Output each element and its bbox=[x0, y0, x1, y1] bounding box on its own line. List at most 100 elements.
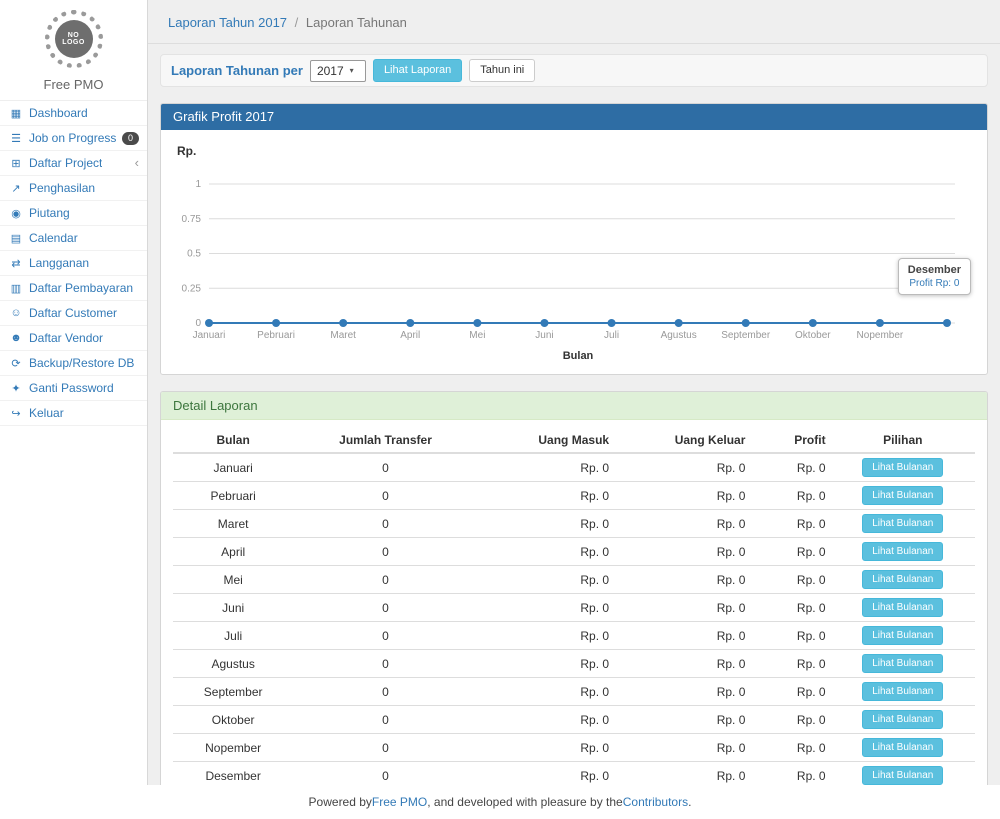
sidebar-item-daftar-vendor[interactable]: ☻Daftar Vendor bbox=[0, 326, 147, 351]
action-cell: Lihat Bulanan bbox=[831, 594, 975, 622]
column-header: Bulan bbox=[173, 428, 293, 453]
lihat-bulanan-button[interactable]: Lihat Bulanan bbox=[862, 710, 943, 729]
cell: Rp. 0 bbox=[614, 482, 750, 510]
action-cell: Lihat Bulanan bbox=[831, 566, 975, 594]
cell: 0 bbox=[293, 706, 477, 734]
lihat-laporan-button[interactable]: Lihat Laporan bbox=[373, 59, 462, 82]
sidebar-menu: ▦Dashboard☰Job on Progress0⊞Daftar Proje… bbox=[0, 101, 147, 426]
action-cell: Lihat Bulanan bbox=[831, 678, 975, 706]
cell: 0 bbox=[293, 538, 477, 566]
sidebar-item-label: Daftar Project bbox=[29, 156, 102, 170]
lihat-bulanan-button[interactable]: Lihat Bulanan bbox=[862, 514, 943, 533]
breadcrumb-separator: / bbox=[295, 15, 299, 30]
sidebar-item-dashboard[interactable]: ▦Dashboard bbox=[0, 101, 147, 126]
lihat-bulanan-button[interactable]: Lihat Bulanan bbox=[862, 486, 943, 505]
action-cell: Lihat Bulanan bbox=[831, 650, 975, 678]
tahun-ini-button[interactable]: Tahun ini bbox=[469, 59, 535, 82]
table-row: Mei0Rp. 0Rp. 0Rp. 0Lihat Bulanan bbox=[173, 566, 975, 594]
cell: Rp. 0 bbox=[478, 678, 614, 706]
lihat-bulanan-button[interactable]: Lihat Bulanan bbox=[862, 570, 943, 589]
sidebar-item-daftar-customer[interactable]: ☺Daftar Customer bbox=[0, 301, 147, 326]
sidebar-item-piutang[interactable]: ◉ Piutang bbox=[0, 201, 147, 226]
cell: Rp. 0 bbox=[478, 594, 614, 622]
detail-table-wrap: BulanJumlah TransferUang MasukUang Kelua… bbox=[161, 420, 987, 785]
sidebar-item-label: Piutang bbox=[29, 206, 70, 220]
sidebar-item-calendar[interactable]: ▤Calendar bbox=[0, 226, 147, 251]
year-select-value: 2017 bbox=[317, 64, 344, 78]
svg-text:1: 1 bbox=[195, 179, 201, 190]
cell: Rp. 0 bbox=[614, 538, 750, 566]
cell: Rp. 0 bbox=[614, 678, 750, 706]
lihat-bulanan-button[interactable]: Lihat Bulanan bbox=[862, 626, 943, 645]
profit-chart[interactable]: Rp. 00.250.50.751JanuariPebruariMaretApr… bbox=[161, 130, 987, 374]
sidebar-item-daftar-pembayaran[interactable]: ▥Daftar Pembayaran bbox=[0, 276, 147, 301]
svg-text:September: September bbox=[721, 330, 771, 341]
cell: Desember bbox=[173, 762, 293, 786]
sidebar-item-label: Daftar Customer bbox=[29, 306, 117, 320]
contributors-link[interactable]: Contributors bbox=[623, 795, 688, 809]
action-cell: Lihat Bulanan bbox=[831, 538, 975, 566]
sidebar-item-keluar[interactable]: ↪ Keluar bbox=[0, 401, 147, 426]
cell: Rp. 0 bbox=[478, 510, 614, 538]
column-header: Jumlah Transfer bbox=[293, 428, 477, 453]
svg-text:Juni: Juni bbox=[535, 330, 553, 341]
svg-text:Oktober: Oktober bbox=[795, 330, 831, 341]
refresh-icon: ⟳ bbox=[9, 357, 23, 370]
count-badge: 0 bbox=[122, 132, 139, 145]
cell: Rp. 0 bbox=[478, 482, 614, 510]
sidebar-item-label: Langganan bbox=[29, 256, 89, 270]
sign-out-icon: ↪ bbox=[9, 407, 23, 420]
lihat-bulanan-button[interactable]: Lihat Bulanan bbox=[862, 542, 943, 561]
chart-line-icon: ↗ bbox=[9, 182, 23, 195]
chevron-down-icon: ▾ bbox=[350, 66, 354, 75]
table-row: Januari0Rp. 0Rp. 0Rp. 0Lihat Bulanan bbox=[173, 453, 975, 482]
cell: Nopember bbox=[173, 734, 293, 762]
dashboard-icon: ▦ bbox=[9, 107, 23, 120]
lihat-bulanan-button[interactable]: Lihat Bulanan bbox=[862, 654, 943, 673]
cell: Rp. 0 bbox=[614, 762, 750, 786]
sidebar-item-daftar-project[interactable]: ⊞Daftar Project‹ bbox=[0, 151, 147, 176]
lihat-bulanan-button[interactable]: Lihat Bulanan bbox=[862, 766, 943, 785]
sidebar-item-job-on-progress[interactable]: ☰Job on Progress0 bbox=[0, 126, 147, 151]
lihat-bulanan-button[interactable]: Lihat Bulanan bbox=[862, 458, 943, 477]
svg-text:Januari: Januari bbox=[193, 330, 226, 341]
sidebar-item-langganan[interactable]: ⇄Langganan bbox=[0, 251, 147, 276]
cell: Rp. 0 bbox=[478, 706, 614, 734]
logo-text: NO LOGO bbox=[55, 20, 93, 58]
action-cell: Lihat Bulanan bbox=[831, 510, 975, 538]
year-select[interactable]: 2017 ▾ bbox=[310, 60, 366, 82]
svg-text:0.75: 0.75 bbox=[182, 214, 202, 225]
cell: Rp. 0 bbox=[478, 650, 614, 678]
table-row: Agustus0Rp. 0Rp. 0Rp. 0Lihat Bulanan bbox=[173, 650, 975, 678]
column-header: Uang Keluar bbox=[614, 428, 750, 453]
cell: Agustus bbox=[173, 650, 293, 678]
svg-text:April: April bbox=[400, 330, 420, 341]
cell: Rp. 0 bbox=[478, 734, 614, 762]
lihat-bulanan-button[interactable]: Lihat Bulanan bbox=[862, 598, 943, 617]
cell: Rp. 0 bbox=[750, 510, 830, 538]
profit-line-chart: 00.250.50.751JanuariPebruariMaretAprilMe… bbox=[169, 138, 979, 374]
cell: 0 bbox=[293, 566, 477, 594]
free-pmo-link[interactable]: Free PMO bbox=[372, 795, 427, 809]
cell: 0 bbox=[293, 482, 477, 510]
cell: 0 bbox=[293, 510, 477, 538]
column-header: Profit bbox=[750, 428, 830, 453]
sidebar-item-label: Daftar Vendor bbox=[29, 331, 103, 345]
table-row: Juni0Rp. 0Rp. 0Rp. 0Lihat Bulanan bbox=[173, 594, 975, 622]
breadcrumb-link-laporan-tahun[interactable]: Laporan Tahun 2017 bbox=[168, 15, 287, 30]
cell: 0 bbox=[293, 594, 477, 622]
cell: Juni bbox=[173, 594, 293, 622]
cell: Rp. 0 bbox=[750, 453, 830, 482]
svg-text:Mei: Mei bbox=[469, 330, 485, 341]
table-row: Maret0Rp. 0Rp. 0Rp. 0Lihat Bulanan bbox=[173, 510, 975, 538]
sidebar-item-backup-restore-db[interactable]: ⟳Backup/Restore DB bbox=[0, 351, 147, 376]
tooltip-title: Desember bbox=[908, 264, 961, 276]
lihat-bulanan-button[interactable]: Lihat Bulanan bbox=[862, 682, 943, 701]
cell: Rp. 0 bbox=[750, 594, 830, 622]
lihat-bulanan-button[interactable]: Lihat Bulanan bbox=[862, 738, 943, 757]
money-icon: ◉ bbox=[9, 207, 23, 220]
filter-label: Laporan Tahunan per bbox=[171, 63, 303, 78]
sidebar-item-label: Keluar bbox=[29, 406, 64, 420]
sidebar-item-penghasilan[interactable]: ↗Penghasilan bbox=[0, 176, 147, 201]
sidebar-item-ganti-password[interactable]: ✦Ganti Password bbox=[0, 376, 147, 401]
